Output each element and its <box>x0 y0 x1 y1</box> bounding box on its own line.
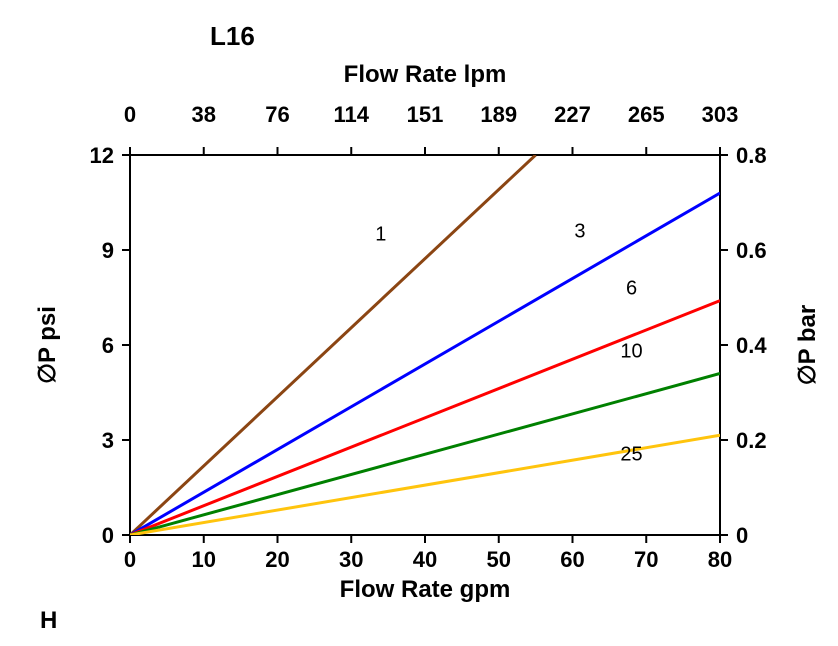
x-bottom-tick-label: 40 <box>413 547 437 572</box>
x-bottom-tick-label: 10 <box>192 547 216 572</box>
series-label-25: 25 <box>620 444 642 466</box>
y-left-axis-label: ∅P psi <box>34 306 61 384</box>
y-right-tick-label: 0.2 <box>736 428 767 453</box>
x-top-tick-label: 227 <box>554 102 591 127</box>
pressure-drop-chart: L16Flow Rate lpm038761141511892272653030… <box>0 0 838 646</box>
y-right-axis-label: ∅P bar <box>794 305 821 386</box>
x-top-tick-label: 303 <box>702 102 739 127</box>
series-label-1: 1 <box>375 224 386 246</box>
y-right-tick-label: 0 <box>736 523 748 548</box>
x-top-axis-label: Flow Rate lpm <box>344 61 507 88</box>
x-bottom-tick-label: 30 <box>339 547 363 572</box>
corner-label: H <box>40 607 57 634</box>
y-left-tick-label: 6 <box>102 333 114 358</box>
chart-title: L16 <box>210 21 255 51</box>
x-top-tick-label: 265 <box>628 102 665 127</box>
y-right-tick-label: 0.8 <box>736 143 767 168</box>
y-left-tick-label: 12 <box>90 143 114 168</box>
x-bottom-tick-label: 80 <box>708 547 732 572</box>
x-top-tick-label: 76 <box>265 102 289 127</box>
x-bottom-tick-label: 60 <box>560 547 584 572</box>
x-bottom-tick-label: 20 <box>265 547 289 572</box>
series-label-10: 10 <box>620 341 642 363</box>
x-top-tick-label: 114 <box>334 102 370 127</box>
x-bottom-axis-label: Flow Rate gpm <box>340 576 511 603</box>
x-top-tick-label: 151 <box>407 102 444 127</box>
y-left-tick-label: 3 <box>102 428 114 453</box>
x-top-tick-label: 0 <box>124 102 136 127</box>
series-label-6: 6 <box>626 277 637 299</box>
x-top-tick-label: 38 <box>192 102 216 127</box>
y-left-tick-label: 9 <box>102 238 114 263</box>
y-right-tick-label: 0.6 <box>736 238 767 263</box>
x-bottom-tick-label: 0 <box>124 547 136 572</box>
x-bottom-tick-label: 50 <box>487 547 511 572</box>
x-top-tick-label: 189 <box>480 102 517 127</box>
y-left-tick-label: 0 <box>102 523 114 548</box>
x-bottom-tick-label: 70 <box>634 547 658 572</box>
chart-svg: L16Flow Rate lpm038761141511892272653030… <box>0 0 838 646</box>
series-label-3: 3 <box>574 220 585 242</box>
y-right-tick-label: 0.4 <box>736 333 767 358</box>
